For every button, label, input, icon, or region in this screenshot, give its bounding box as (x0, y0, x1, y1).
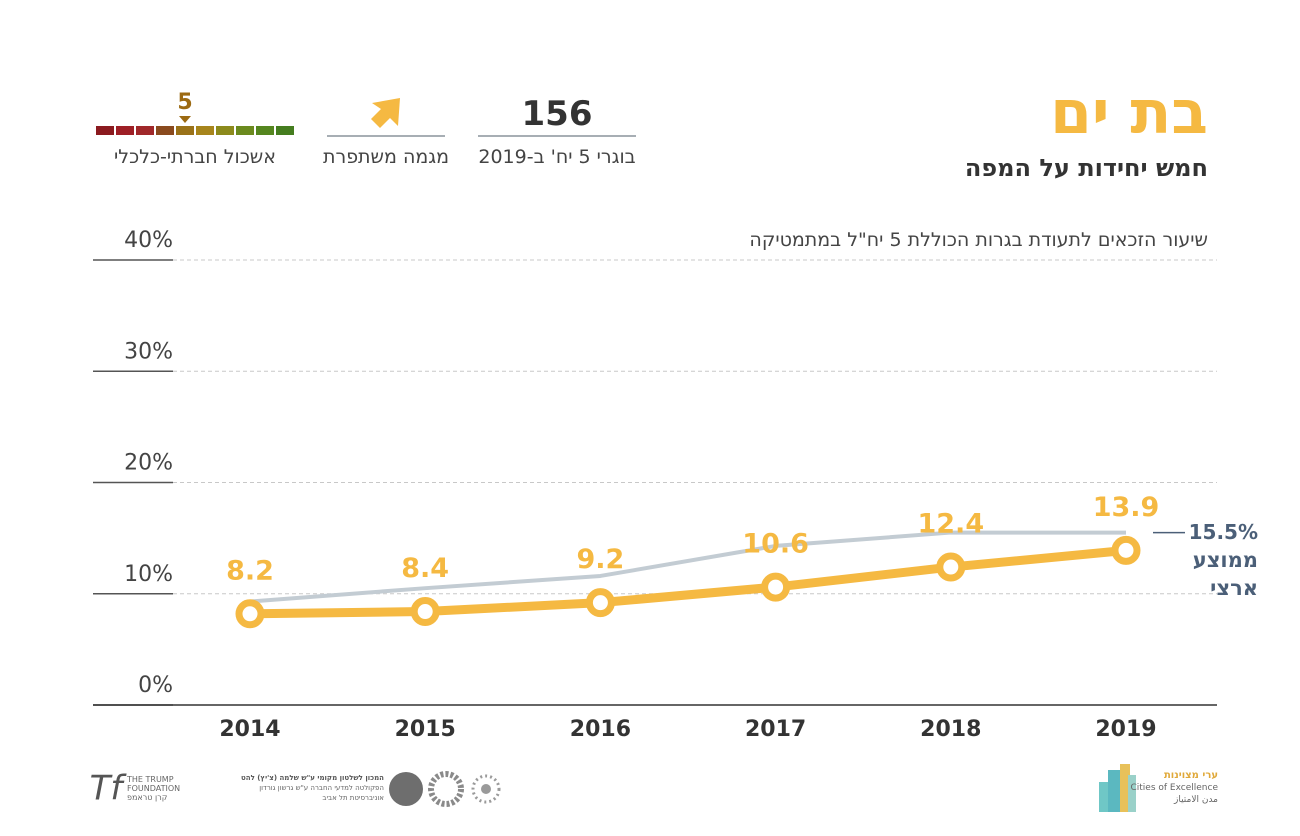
svg-text:Tf: Tf (90, 769, 128, 809)
cluster-segment (136, 126, 154, 135)
city-point (410, 597, 440, 627)
cluster-segment (196, 126, 214, 135)
value-label: 8.4 (401, 553, 449, 584)
footer-right-2: Cities of Excellence (1130, 783, 1218, 793)
x-tick-label: 2014 (219, 717, 280, 742)
subtitle: חמש יחידות על המפה (964, 154, 1208, 182)
chart-title: שיעור הזכאים לתעודת בגרות הכוללת 5 יח"ל … (749, 229, 1208, 251)
title: בת ים (1050, 78, 1208, 148)
x-tick-label: 2017 (745, 717, 806, 742)
x-tick-label: 2015 (395, 717, 456, 742)
national-line (249, 530, 1126, 604)
cluster-segment (176, 126, 194, 135)
city-point (1111, 535, 1141, 565)
city-line (249, 545, 1127, 619)
footer-mid-1: המכון לשלטון מקומי ע"ש שלמה (צ'יץ) להט (241, 774, 384, 782)
footer-left-2: FOUNDATION (127, 784, 181, 793)
value-label: 13.9 (1093, 492, 1160, 523)
city-point (761, 572, 791, 602)
value-label: 12.4 (917, 509, 984, 540)
value-label: 10.6 (742, 529, 809, 560)
cluster-segment (96, 126, 114, 135)
trump-logo: Tf (90, 769, 128, 809)
cluster-segment (156, 126, 174, 135)
value-label: 8.2 (226, 555, 274, 586)
footer-left-3: קרן טראמפ (127, 793, 168, 802)
footer-mid-3: אוניברסיטת תל אביב (322, 794, 384, 802)
trend-label: מגמה משתפרת (322, 146, 450, 168)
institute-icons (389, 771, 501, 807)
cluster-segment (256, 126, 274, 135)
city-point (936, 552, 966, 582)
y-tick-label: 0% (138, 673, 173, 698)
trend-arrow (371, 98, 400, 128)
city-point (235, 599, 265, 629)
legend-label: ממוצע ארצי (1192, 547, 1258, 600)
value-label: 9.2 (576, 544, 624, 575)
footer-right-3: مدن الامتياز (1174, 795, 1218, 805)
graduates-label: בוגרי 5 יח' ב-2019 (478, 146, 636, 168)
cluster-value: 5 (177, 90, 192, 115)
y-tick-label: 30% (124, 339, 173, 364)
city-point (585, 588, 615, 618)
footer-left-1: THE TRUMP (127, 775, 174, 784)
cluster-segment (216, 126, 234, 135)
national-value-label: 15.5% (1189, 520, 1258, 544)
footer-right-1: ערי מצוינות (1163, 770, 1218, 781)
cluster-segment (236, 126, 254, 135)
x-tick-label: 2019 (1095, 717, 1156, 742)
cluster-segment (276, 126, 294, 135)
cities-logo (1099, 764, 1136, 812)
footer-mid-2: הפקולטה למדעי החברה ע"ש גרשון גורדון (259, 784, 384, 792)
x-tick-label: 2016 (570, 717, 631, 742)
graduates-value: 156 (521, 94, 593, 134)
y-tick-label: 40% (124, 228, 173, 253)
y-tick-label: 20% (124, 451, 173, 476)
cluster-segment (116, 126, 134, 135)
cluster-pointer (179, 116, 191, 123)
x-tick-label: 2018 (920, 717, 981, 742)
cluster-label: אשכול חברתי-כלכלי (114, 146, 276, 168)
y-tick-label: 10% (124, 562, 173, 587)
